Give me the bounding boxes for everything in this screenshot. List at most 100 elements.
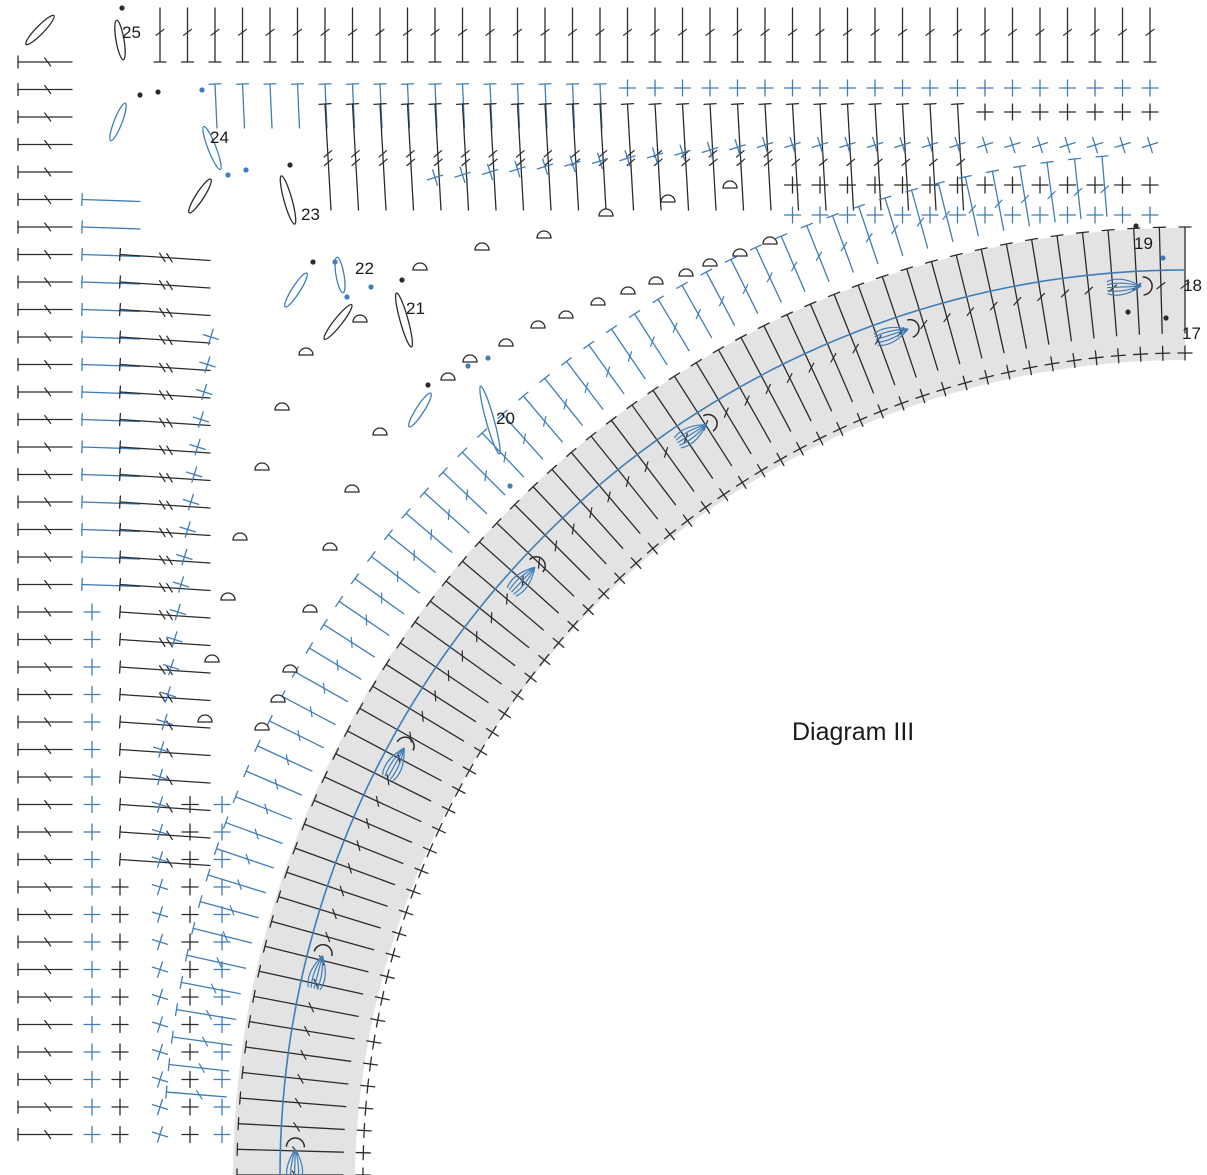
single-crochet-cross — [1031, 136, 1049, 154]
cross-post — [700, 501, 711, 514]
cluster-arc — [285, 1137, 306, 1148]
stitch-slash — [736, 158, 746, 167]
stitch-cap — [184, 948, 189, 962]
stitch-cap — [875, 274, 889, 280]
stitch-cap — [301, 817, 308, 831]
tall-stitch — [565, 83, 580, 129]
stitch-stem — [335, 753, 432, 802]
cross-post — [1094, 350, 1098, 366]
arc-shape — [558, 310, 574, 319]
stitch-stem — [119, 418, 211, 427]
cross-post — [156, 933, 164, 951]
stitch-slash — [484, 470, 487, 482]
stitch-slash — [323, 158, 333, 167]
single-crochet-cross — [976, 176, 994, 194]
stitch-stem — [736, 103, 745, 211]
tall-stitch — [17, 55, 73, 69]
stitch-slash — [846, 158, 856, 167]
stitch-slash — [488, 149, 498, 158]
stitch-cap — [284, 865, 290, 879]
stitch-slash — [378, 149, 388, 158]
cluster-stitch — [673, 413, 718, 449]
stitch-slash — [347, 28, 358, 36]
stitch-slash — [1084, 286, 1094, 295]
single-crochet-cross — [182, 493, 200, 511]
single-crochet-cross — [618, 79, 637, 97]
stitch-cap — [675, 103, 690, 105]
stitch-slash — [166, 363, 173, 373]
stitch-cap — [252, 989, 256, 1003]
cross-post — [647, 542, 659, 555]
stitch-stem — [434, 103, 442, 211]
stitch-cap — [827, 291, 841, 298]
stitch-slash — [44, 57, 52, 67]
band-stitches — [165, 155, 1193, 1175]
stitch-cap — [690, 358, 703, 367]
single-crochet-cross — [1177, 345, 1193, 361]
cluster-strand — [679, 424, 707, 446]
tall-stitch — [483, 83, 497, 129]
tall-stitch — [428, 83, 442, 129]
stitch-cap — [518, 391, 529, 401]
stitch-cap — [455, 83, 470, 85]
cluster-stitch — [1106, 276, 1153, 296]
tall-stitch — [17, 110, 73, 124]
cross-post — [474, 746, 488, 756]
stitch-cap — [118, 385, 122, 399]
single-crochet-cross — [853, 412, 868, 427]
tall-stitch — [266, 714, 324, 749]
cluster-strand — [286, 1148, 296, 1175]
stitch-stem — [763, 325, 812, 422]
stitch-stem — [81, 473, 141, 478]
stitch-cap — [620, 103, 635, 105]
stitch-slash — [852, 343, 859, 354]
single-crochet-cross — [1086, 79, 1104, 97]
stitch-slash — [650, 336, 655, 347]
tall-stitch — [457, 447, 506, 496]
tall-stitch — [118, 687, 211, 703]
stitch-slash — [158, 472, 166, 483]
single-crochet-cross — [366, 1034, 382, 1050]
arc-shape — [232, 532, 248, 541]
cross-post — [431, 826, 446, 834]
stitch-slash — [873, 158, 883, 167]
stitch-stem — [192, 927, 253, 944]
stitch-cap — [118, 770, 122, 784]
tall-stitch — [400, 103, 416, 211]
tall-stitch — [734, 333, 792, 432]
single-crochet-cross — [976, 136, 994, 154]
tall-stitch — [368, 680, 465, 742]
single-crochet-cross — [1003, 206, 1022, 224]
stitch-slash — [166, 610, 173, 621]
single-crochet-cross — [83, 685, 101, 704]
stitch-slash — [222, 931, 228, 942]
cross-post — [679, 144, 686, 162]
front-loop-arc — [282, 664, 298, 673]
single-crochet-cross — [213, 1043, 231, 1061]
single-crochet-cross — [111, 878, 129, 896]
stitch-cap — [350, 573, 360, 585]
stitch-slash — [815, 251, 823, 262]
tall-stitch — [118, 660, 211, 676]
tall-stitch — [895, 103, 911, 211]
arc-shape — [722, 180, 738, 189]
stitch-slash — [202, 1036, 209, 1047]
single-crochet-cross — [511, 689, 524, 702]
stitch-slash — [515, 149, 525, 158]
stitch-stem — [308, 647, 362, 680]
front-loop-arc — [254, 722, 270, 731]
cross-post — [174, 603, 181, 621]
stitch-cap — [118, 825, 122, 839]
tall-stitch — [17, 357, 73, 372]
stitch-slash — [210, 983, 217, 994]
stitch-stem — [81, 446, 141, 450]
stitch-slash — [339, 885, 345, 897]
stitch-stem — [423, 491, 470, 534]
chain-oval — [202, 125, 222, 171]
stitch-stem — [1101, 155, 1108, 217]
stitch-stem — [313, 799, 413, 843]
tall-stitch — [191, 921, 253, 944]
stitch-cap — [851, 282, 865, 288]
stitch-stem — [81, 363, 141, 368]
single-crochet-cross — [213, 878, 231, 896]
